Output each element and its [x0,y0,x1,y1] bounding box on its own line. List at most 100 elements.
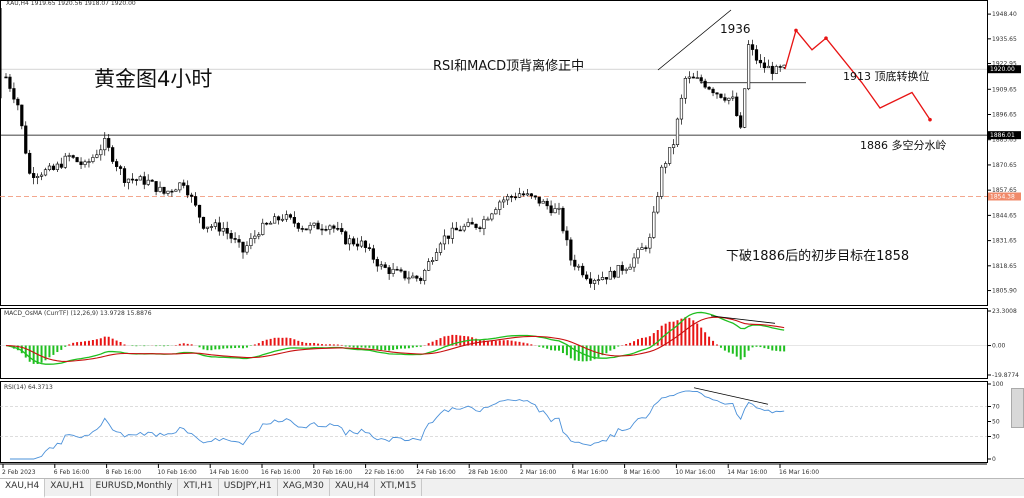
candle-body [758,59,763,64]
candle-body [529,193,533,197]
candle-body [711,88,715,94]
candle-body [8,76,12,89]
candle-body [245,245,249,253]
candle-body [12,88,16,100]
candle-body [395,268,399,271]
candle-body [470,222,474,225]
time-tick-label: 2 Feb 2023 [2,469,36,476]
time-tick-label: 2 Mar 16:00 [520,469,556,476]
candle-body [217,222,221,232]
candle-body [502,199,506,203]
price-tick-label: 1935.65 [992,36,1017,43]
candle-body [537,196,541,204]
tab-xag-m30[interactable]: XAG,M30 [278,479,330,496]
candle-body [16,98,20,106]
macd-header: MACD_OsMA (CurrTF) (12,26,9) 13.9728 15.… [4,310,152,317]
candle-body [446,235,451,239]
candle-body [490,213,494,220]
candle-body [154,181,158,192]
candle-body [87,161,91,163]
candle-body [699,77,703,82]
reversal-level-label: 1913 顶底转换位 [843,69,930,83]
candle-body [774,66,778,74]
candle-body [612,270,616,278]
price-tick-label: 1883.65 [992,137,1017,144]
candle-body [664,163,668,168]
tab-eurusd-monthly[interactable]: EURUSD,Monthly [91,479,179,496]
macd-divergence-line [710,315,776,324]
price-tick-label: 1922.95 [992,60,1017,67]
candle-body [750,44,755,50]
candle-body [118,166,123,169]
candle-body [71,155,75,158]
candle-body [269,222,273,225]
candle-body [312,222,316,226]
target-note: 下破1886后的初步目标在1858 [726,248,909,264]
candle-body [158,186,162,192]
candle-body [596,279,601,281]
candle-body [466,222,470,227]
time-tick-label: 10 Mar 16:00 [675,469,715,476]
price-header: XAU,H4 1919.65 1920.56 1918.07 1920.00 [6,0,136,7]
tab-xau-h4-second[interactable]: XAU,H4 [330,479,376,496]
price-tick-label: 1857.65 [992,187,1017,194]
forecast-point [794,28,798,33]
panel-border [0,308,988,379]
time-tick-label: 8 Mar 16:00 [624,469,660,476]
candle-body [261,222,265,235]
candle-body [450,227,454,239]
candle-body [715,92,719,95]
candle-body [229,233,233,239]
candle-body [454,227,458,231]
tab-xti-h1[interactable]: XTI,H1 [178,479,219,496]
candle-body [375,259,379,267]
candle-body [28,152,32,174]
candle-body [91,157,95,162]
candle-body [533,195,537,198]
candle-body [284,214,289,220]
rsi-divergence-line [693,387,769,405]
candle-body [660,166,664,197]
candle-body [328,225,332,230]
candle-body [427,261,431,271]
tab-xau-h1[interactable]: XAU,H1 [45,479,91,496]
candle-body [194,196,198,206]
candle-body [588,278,593,284]
candle-body [581,265,585,276]
candle-body [272,216,277,224]
candle-body [186,185,190,196]
panel-border [0,381,988,463]
candle-body [521,193,526,196]
candle-body [430,259,435,262]
candle-body [122,168,127,183]
forecast-path [784,29,931,120]
forecast-point [824,36,828,40]
candle-body [707,86,711,90]
tab-xau-h4[interactable]: XAU,H4 [0,479,46,498]
current-price-label: 1920.00 [990,66,1015,73]
time-tick-label: 16 Mar 16:00 [779,469,819,476]
time-axis: 2 Feb 2023 6 Feb 16:00 8 Feb 16:00 10 Feb 1… [2,464,819,476]
candle-body [178,182,182,191]
divide-level-label: 1886 多空分水岭 [860,138,947,152]
candle-body [320,228,324,231]
tab-usdjpy-h1[interactable]: USDJPY,H1 [219,479,278,496]
support-price-box [988,131,1021,140]
candle-body [462,225,466,231]
candle-body [498,201,502,210]
tab-xti-m15[interactable]: XTI,M15 [375,479,423,496]
candle-body [506,196,510,201]
panel-scroll-handle[interactable] [1011,388,1024,428]
price-tick-label: 1870.65 [992,162,1017,169]
candle-body [569,239,573,261]
candle-body [190,194,194,197]
candle-body [138,176,142,181]
price-tick-label: 1831.65 [992,238,1017,245]
candle-body [600,277,605,280]
candle-body [486,218,490,221]
candle-body [67,155,71,157]
rsi-tick-label: 100 [992,381,1004,388]
candle-body [276,216,281,221]
forecast-point [928,117,932,122]
time-tick-label: 16 Feb 16:00 [261,469,301,476]
